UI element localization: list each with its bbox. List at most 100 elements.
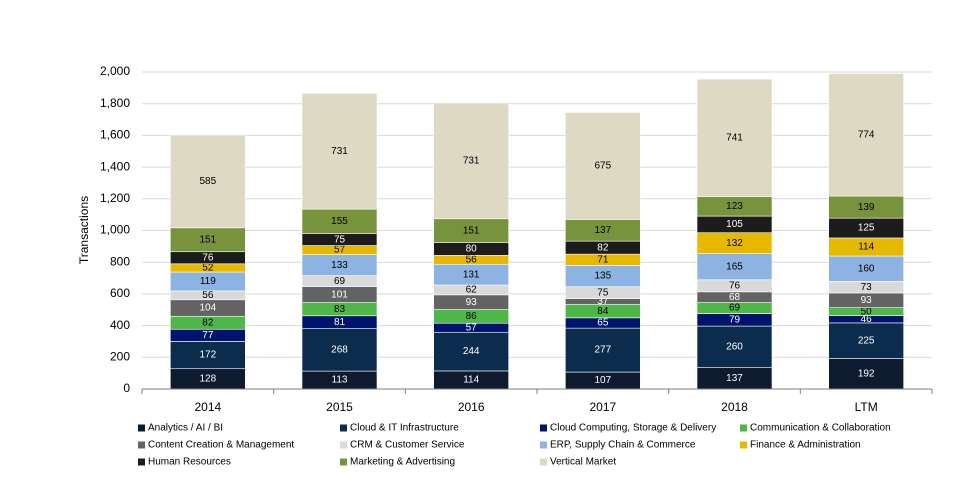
legend-swatch <box>138 424 145 432</box>
segment-label: 75 <box>597 287 609 298</box>
legend-text: ERP, Supply Chain & Commerce <box>550 440 696 451</box>
segment-label: 135 <box>594 271 611 282</box>
legend-swatch <box>740 424 747 432</box>
x-tick-label: 2016 <box>458 400 485 414</box>
legend-swatch <box>138 458 145 466</box>
segment-label: 83 <box>334 304 346 315</box>
legend-swatch <box>340 424 347 432</box>
segment-label: 82 <box>202 317 214 328</box>
bar-segment <box>301 92 378 210</box>
segment-label: 93 <box>466 297 478 308</box>
segment-label: 114 <box>463 375 479 386</box>
segment-label: 76 <box>202 252 214 263</box>
segment-label: 119 <box>200 276 216 287</box>
segment-label: 260 <box>726 341 743 352</box>
y-tick-label: 0 <box>123 381 130 395</box>
x-tick-label: 2014 <box>194 400 221 414</box>
legend-swatch <box>340 458 347 466</box>
y-tick-label: 1,200 <box>100 191 130 205</box>
bar-segment <box>565 327 641 373</box>
segment-label: 585 <box>199 176 216 187</box>
segment-label: 62 <box>466 285 478 296</box>
segment-label: 104 <box>199 303 216 314</box>
segment-label: 79 <box>729 314 741 325</box>
legend-swatch <box>340 441 347 449</box>
segment-label: 93 <box>861 295 873 306</box>
segment-label: 68 <box>729 292 741 303</box>
y-tick-label: 1,400 <box>100 159 130 173</box>
legend-text: CRM & Customer Service <box>350 440 465 451</box>
segment-label: 137 <box>594 225 611 236</box>
legend-text: Cloud Computing, Storage & Delivery <box>550 423 716 434</box>
legend-text: Cloud & IT Infrastructure <box>350 423 459 434</box>
bar-segment <box>433 102 509 220</box>
segment-label: 75 <box>334 234 346 245</box>
bar-segment <box>170 134 246 229</box>
segment-label: 107 <box>594 375 611 386</box>
segment-label: 155 <box>331 216 348 227</box>
y-tick-label: 1,000 <box>100 223 130 237</box>
legend-swatch <box>540 441 547 449</box>
bar-segment <box>828 255 904 282</box>
y-tick-label: 600 <box>110 286 130 300</box>
segment-label: 277 <box>594 345 611 356</box>
x-tick-label: 2017 <box>589 400 616 414</box>
x-tick-label: 2018 <box>721 400 748 414</box>
bar-segment <box>301 328 378 372</box>
segment-label: 731 <box>331 146 348 157</box>
y-tick-label: 800 <box>110 254 130 268</box>
y-tick-label: 200 <box>110 349 130 363</box>
segment-label: 113 <box>332 375 348 386</box>
segment-label: 52 <box>202 263 214 274</box>
segment-label: 69 <box>334 276 346 287</box>
segment-label: 192 <box>858 368 875 379</box>
segment-label: 69 <box>729 303 741 314</box>
segment-label: 57 <box>466 322 478 333</box>
bar-segment <box>301 208 378 234</box>
segment-label: 225 <box>858 335 875 346</box>
x-tick-label: 2015 <box>326 400 353 414</box>
segment-label: 131 <box>463 269 480 280</box>
x-tick-label: LTM <box>855 400 878 414</box>
legend-text: Finance & Administration <box>750 440 861 451</box>
legend-swatch <box>540 424 547 432</box>
segment-label: 101 <box>331 289 348 300</box>
segment-label: 71 <box>597 254 609 265</box>
legend-text: Vertical Market <box>550 457 616 468</box>
segment-label: 77 <box>202 330 214 341</box>
segment-label: 86 <box>466 311 478 322</box>
segment-label: 160 <box>858 263 875 274</box>
y-tick-label: 2,000 <box>100 64 130 78</box>
segment-label: 76 <box>729 280 741 291</box>
y-tick-label: 400 <box>110 318 130 332</box>
legend-text: Content Creation & Management <box>148 440 294 451</box>
segment-label: 125 <box>858 223 875 234</box>
y-axis-label: Transactions <box>77 196 91 264</box>
bar-segment <box>170 341 246 370</box>
bar-segment <box>828 322 904 359</box>
segment-label: 172 <box>199 350 216 361</box>
segment-label: 151 <box>463 225 480 236</box>
segment-label: 82 <box>597 242 609 253</box>
segment-label: 65 <box>597 318 609 329</box>
segment-label: 105 <box>726 219 743 230</box>
segment-label: 37 <box>597 296 609 307</box>
segment-label: 675 <box>594 161 611 172</box>
segment-label: 123 <box>726 201 743 212</box>
segment-label: 46 <box>861 314 873 325</box>
segment-label: 50 <box>861 306 873 317</box>
segment-label: 84 <box>597 306 609 317</box>
segment-label: 268 <box>331 344 348 355</box>
segment-label: 81 <box>334 317 346 328</box>
segment-label: 56 <box>202 290 214 301</box>
segment-label: 80 <box>466 244 478 255</box>
segment-label: 741 <box>726 132 743 143</box>
legend-text: Analytics / AI / BI <box>148 423 223 434</box>
bar-segment <box>696 78 773 197</box>
segment-label: 137 <box>726 373 743 384</box>
legend-swatch <box>540 458 547 466</box>
bar-segment <box>696 253 773 281</box>
segment-label: 56 <box>466 254 478 265</box>
segment-label: 731 <box>463 155 480 166</box>
